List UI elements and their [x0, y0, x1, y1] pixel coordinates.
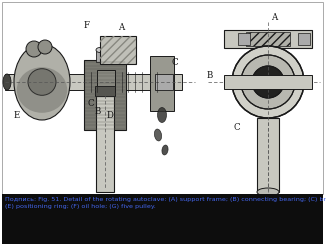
Circle shape: [232, 46, 304, 118]
Ellipse shape: [155, 129, 162, 141]
Bar: [155, 74, 173, 90]
Text: B: B: [95, 107, 101, 116]
Bar: [224, 75, 312, 89]
Text: E: E: [14, 111, 20, 120]
Ellipse shape: [14, 44, 70, 120]
Ellipse shape: [28, 69, 56, 95]
Bar: [2, 194, 323, 244]
Ellipse shape: [96, 48, 104, 52]
Text: C: C: [172, 58, 179, 67]
Bar: [96, 90, 114, 192]
Bar: [298, 33, 310, 45]
Text: B: B: [207, 71, 213, 80]
Bar: [5, 74, 182, 90]
Ellipse shape: [225, 77, 231, 87]
Ellipse shape: [162, 145, 168, 155]
Ellipse shape: [257, 188, 279, 196]
Circle shape: [26, 41, 42, 57]
Ellipse shape: [157, 108, 167, 122]
Ellipse shape: [305, 77, 311, 87]
Ellipse shape: [17, 67, 67, 113]
Ellipse shape: [3, 74, 11, 90]
Text: D: D: [107, 111, 114, 120]
Text: Подпись: Fig. 51. Detail of the rotating autoclave: (A) support frame; (B) conne: Подпись: Fig. 51. Detail of the rotating…: [5, 197, 326, 209]
Bar: [257, 118, 279, 192]
Text: F: F: [84, 21, 90, 30]
Text: A: A: [271, 13, 277, 22]
Circle shape: [38, 40, 52, 54]
Text: A: A: [118, 23, 124, 32]
Bar: [224, 30, 312, 48]
Bar: [246, 32, 290, 46]
Circle shape: [252, 66, 284, 98]
Bar: [150, 56, 174, 111]
Bar: [84, 60, 126, 130]
Bar: [96, 50, 104, 62]
Bar: [2, 2, 323, 194]
Bar: [100, 36, 136, 64]
Circle shape: [241, 55, 295, 109]
Bar: [100, 36, 136, 64]
Bar: [95, 86, 115, 96]
Bar: [238, 33, 250, 45]
Text: C: C: [233, 123, 240, 132]
Bar: [97, 70, 115, 94]
Text: C: C: [87, 99, 94, 108]
